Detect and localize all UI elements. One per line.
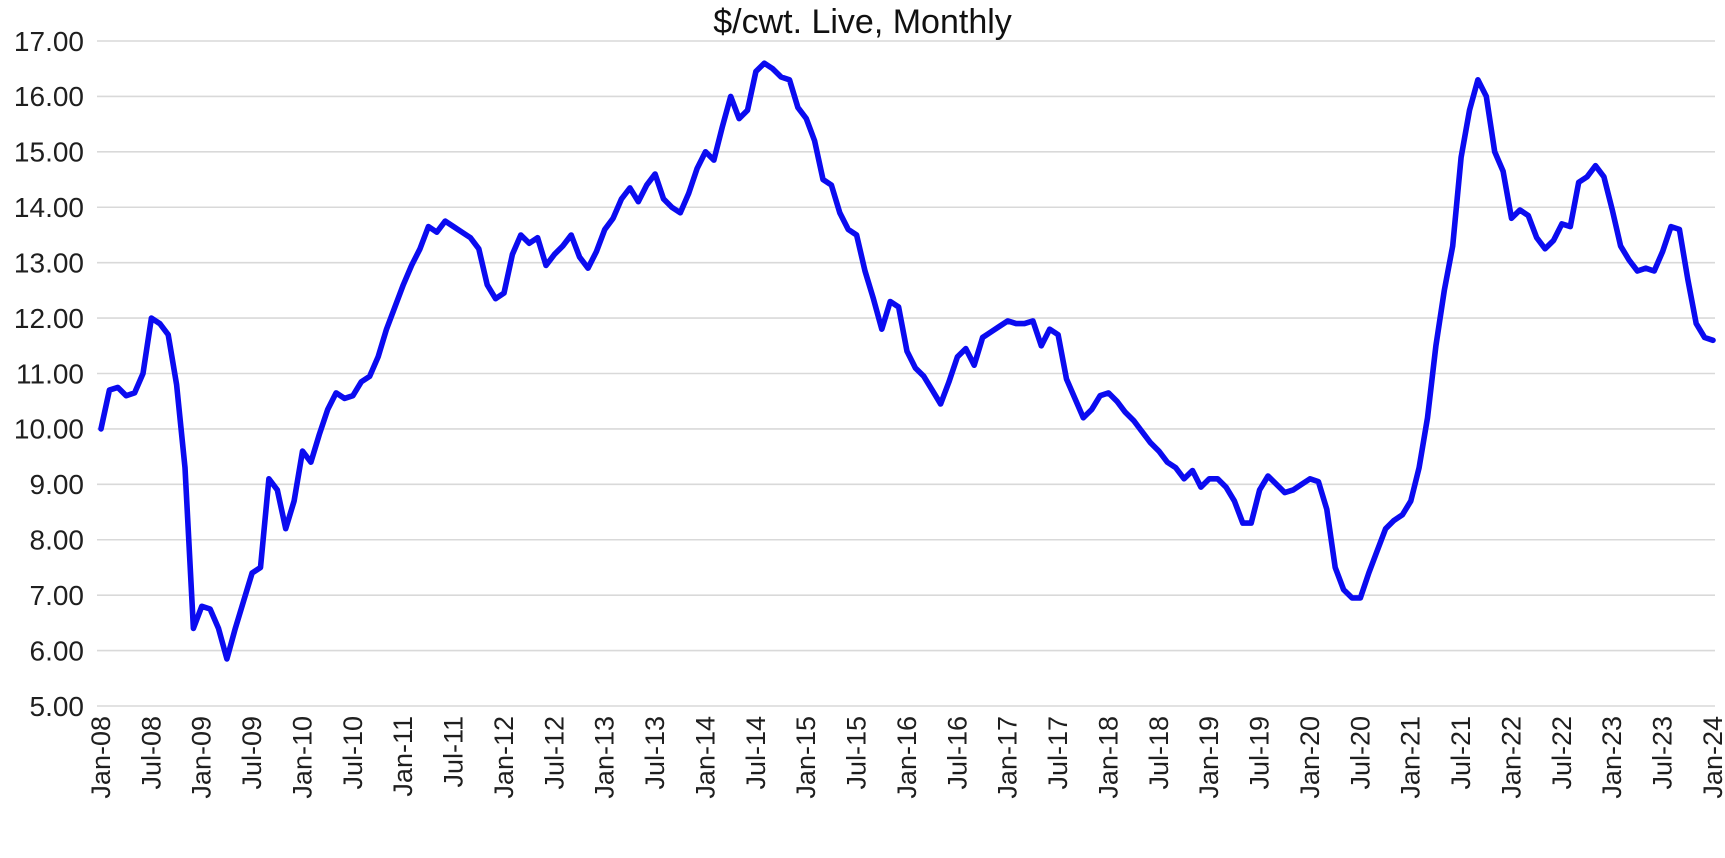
y-axis-label: 6.00 (30, 635, 85, 666)
x-axis-label: Jan-14 (690, 716, 720, 799)
plot-area (98, 60, 1716, 662)
x-axis-label: Jan-10 (287, 716, 317, 799)
x-axis-label: Jul-17 (1043, 716, 1073, 790)
x-axis-label: Jul-12 (539, 716, 569, 790)
y-axis-label: 14.00 (14, 192, 84, 223)
y-axis-label: 9.00 (30, 469, 85, 500)
y-axis-label: 7.00 (30, 580, 85, 611)
x-axis-label: Jan-16 (892, 716, 922, 799)
x-axis-label: Jul-11 (439, 716, 469, 788)
price-line (98, 60, 1716, 662)
x-axis-label: Jul-23 (1648, 716, 1678, 790)
x-axis-label: Jan-22 (1496, 716, 1526, 799)
y-axis-label: 16.00 (14, 81, 84, 112)
x-axis-label: Jul-13 (640, 716, 670, 790)
x-axis-label: Jan-24 (1698, 716, 1725, 799)
x-axis-label: Jul-14 (741, 716, 771, 790)
x-axis-label: Jul-10 (338, 716, 368, 790)
y-axis-label: 17.00 (14, 26, 84, 57)
x-axis-label: Jul-22 (1547, 716, 1577, 790)
x-axis-label: Jul-20 (1345, 716, 1375, 790)
x-axis-label: Jan-09 (187, 716, 217, 799)
y-axis-label: 13.00 (14, 247, 84, 278)
gridlines (97, 40, 1715, 707)
x-axis-label: Jul-18 (1144, 716, 1174, 790)
x-axis-label: Jan-11 (388, 716, 418, 797)
x-axis-label: Jul-15 (842, 716, 872, 790)
x-axis-label: Jan-21 (1396, 716, 1426, 799)
x-axis: Jan-08 Jul-08 Jan-09 Jul-09 Jan-10 Jul-10 Jan-… (86, 716, 1725, 799)
x-axis-label: Jul-08 (136, 716, 166, 790)
x-axis-label: Jan-19 (1194, 716, 1224, 799)
y-axis: 17.00 16.00 15.00 14.00 13.00 12.00 11.00 10.00… (14, 26, 84, 722)
x-axis-label: Jan-23 (1597, 716, 1627, 799)
x-axis-label: Jul-09 (237, 716, 267, 790)
y-axis-label: 5.00 (30, 691, 85, 722)
x-axis-label: Jan-18 (1093, 716, 1123, 799)
x-axis-label: Jan-15 (791, 716, 821, 799)
x-axis-label: Jan-20 (1295, 716, 1325, 799)
x-axis-label: Jan-17 (993, 716, 1023, 799)
y-axis-label: 10.00 (14, 414, 84, 445)
y-axis-label: 11.00 (16, 358, 84, 389)
y-axis-label: 15.00 (14, 137, 84, 168)
y-axis-label: 8.00 (30, 525, 85, 556)
y-axis-label: 12.00 (14, 303, 84, 334)
x-axis-label: Jul-21 (1446, 716, 1476, 790)
x-axis-label: Jan-08 (86, 716, 116, 799)
x-axis-label: Jan-12 (489, 716, 519, 799)
x-axis-label: Jan-13 (590, 716, 620, 799)
x-axis-label: Jul-16 (942, 716, 972, 790)
chart-title: $/cwt. Live, Monthly (713, 3, 1012, 41)
x-axis-label: Jul-19 (1245, 716, 1275, 790)
